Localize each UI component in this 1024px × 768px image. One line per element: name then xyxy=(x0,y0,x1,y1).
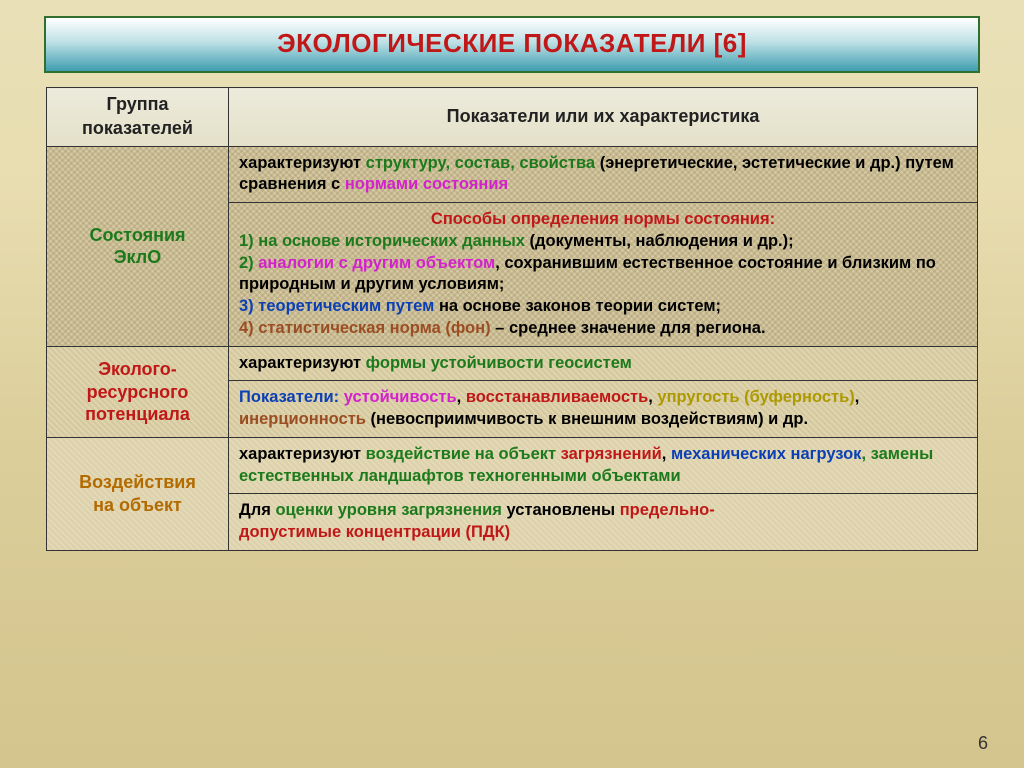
indicators-table: Группа показателей Показатели или их хар… xyxy=(46,87,978,551)
group3-label: Воздействия на объект xyxy=(47,437,229,550)
group2-row2: Показатели: устойчивость, восстанавливае… xyxy=(229,381,978,438)
group2-row1: характеризуют формы устойчивости геосист… xyxy=(229,346,978,381)
group1-label: Состояния ЭклО xyxy=(47,146,229,346)
table-row: Состояния ЭклО характеризуют структуру, … xyxy=(47,146,978,203)
table-header-row: Группа показателей Показатели или их хар… xyxy=(47,88,978,147)
header-col2: Показатели или их характеристика xyxy=(229,88,978,147)
header-col1: Группа показателей xyxy=(47,88,229,147)
group1-row2: Способы определения нормы состояния: 1) … xyxy=(229,203,978,347)
group3-row1: характеризуют воздействие на объект загр… xyxy=(229,437,978,494)
group2-label: Эколого- ресурсного потенциала xyxy=(47,346,229,437)
group3-row2: Для оценки уровня загрязнения установлен… xyxy=(229,494,978,551)
title-bar: ЭКОЛОГИЧЕСКИЕ ПОКАЗАТЕЛИ [6] xyxy=(44,16,980,73)
slide-title: ЭКОЛОГИЧЕСКИЕ ПОКАЗАТЕЛИ [6] xyxy=(277,28,747,58)
slide-canvas: ЭКОЛОГИЧЕСКИЕ ПОКАЗАТЕЛИ [6] Группа пока… xyxy=(0,0,1024,768)
group1-row1: характеризуют структуру, состав, свойств… xyxy=(229,146,978,203)
table-row: Воздействия на объект характеризуют возд… xyxy=(47,437,978,494)
page-number: 6 xyxy=(978,733,988,754)
table-row: Эколого- ресурсного потенциала характери… xyxy=(47,346,978,381)
